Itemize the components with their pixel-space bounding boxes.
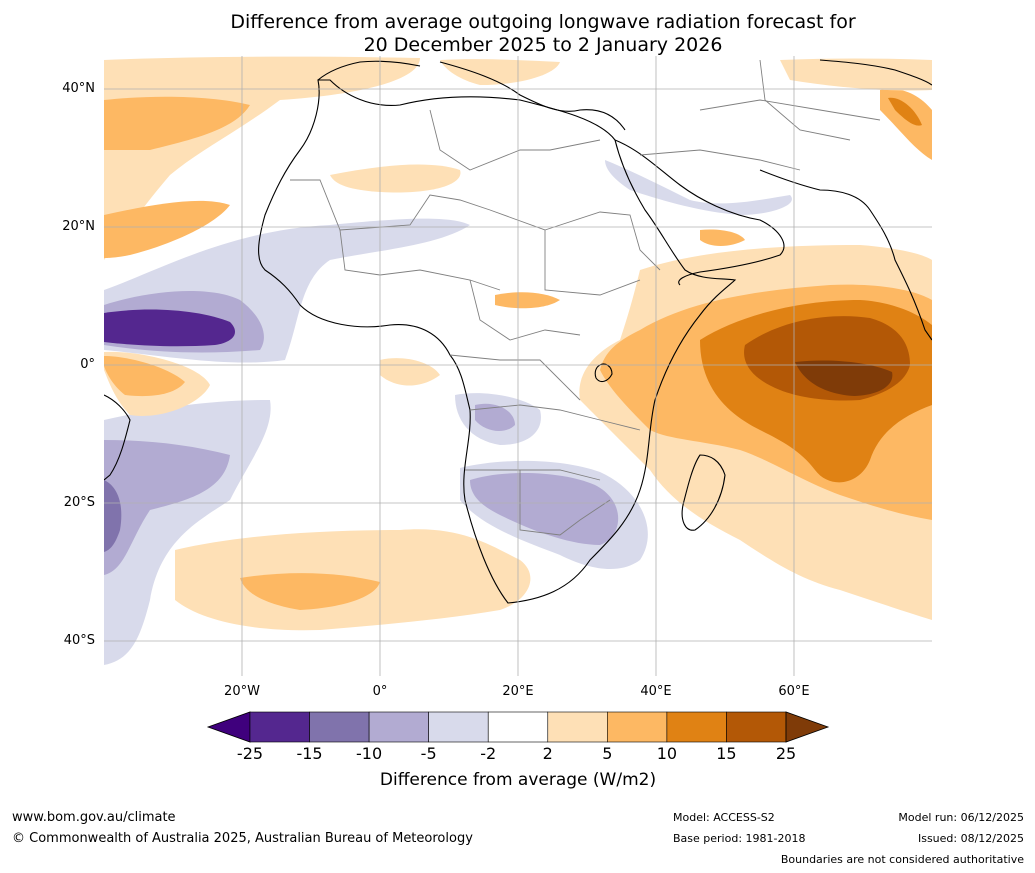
issued-text: Issued: 08/12/2025 xyxy=(917,832,1024,845)
colorbar-tick-label: 2 xyxy=(542,744,553,763)
colorbar-segment xyxy=(666,711,727,743)
colorbar-segment xyxy=(487,711,549,743)
model-text: Model: ACCESS-S2 xyxy=(673,811,775,824)
lon-label-20e: 20°E xyxy=(502,684,534,699)
lon-label-40e: 40°E xyxy=(640,684,672,699)
colorbar-tick-label: 5 xyxy=(602,744,613,763)
colorbar-segment xyxy=(368,711,429,743)
positive-anomaly-regions xyxy=(104,56,932,631)
lat-label-40s: 40°S xyxy=(63,633,95,648)
country-borders xyxy=(290,59,881,536)
colorbar-extension-low xyxy=(206,711,251,743)
lon-label-0: 0° xyxy=(372,684,388,699)
colorbar-segment xyxy=(607,711,668,743)
graticule xyxy=(104,56,932,676)
colorbar-segment xyxy=(428,711,489,743)
coastlines xyxy=(104,59,932,604)
model-run-text: Model run: 06/12/2025 xyxy=(898,811,1024,824)
lat-label-40n: 40°N xyxy=(62,81,95,96)
lat-label-20n: 20°N xyxy=(62,219,95,234)
colorbar-tick-label: 15 xyxy=(716,744,737,763)
colorbar-segments xyxy=(206,711,830,743)
lat-label-0: 0° xyxy=(80,357,95,372)
disclaimer-text: Boundaries are not considered authoritat… xyxy=(780,853,1024,866)
colorbar-segment xyxy=(249,711,310,743)
colorbar-tick-label: -2 xyxy=(480,744,497,763)
colorbar-label: Difference from average (W/m2) xyxy=(379,770,657,790)
base-period-text: Base period: 1981-2018 xyxy=(673,832,806,845)
colorbar-tick-label: 25 xyxy=(775,744,797,763)
colorbar-segment xyxy=(726,711,787,743)
lon-label-60e: 60°E xyxy=(778,684,810,699)
lon-label-20w: 20°W xyxy=(224,684,260,699)
colorbar-extension-high xyxy=(785,711,830,743)
colorbar-tick-label: -5 xyxy=(420,744,437,763)
colorbar-segment xyxy=(309,711,370,743)
website-link[interactable]: www.bom.gov.au/climate xyxy=(12,810,176,825)
colorbar-tick-label: 10 xyxy=(656,744,678,763)
chart-title-line1: Difference from average outgoing longwav… xyxy=(230,11,856,33)
colorbar-tick-label: -10 xyxy=(356,744,383,763)
colorbar-segment xyxy=(547,711,608,743)
colorbar-tick-label: -15 xyxy=(296,744,323,763)
colorbar-tick-label: -25 xyxy=(236,744,264,763)
chart-title-line2: 20 December 2025 to 2 January 2026 xyxy=(363,34,723,56)
copyright-text: © Commonwealth of Australia 2025, Austra… xyxy=(12,831,473,846)
lat-label-20s: 20°S xyxy=(63,495,95,510)
